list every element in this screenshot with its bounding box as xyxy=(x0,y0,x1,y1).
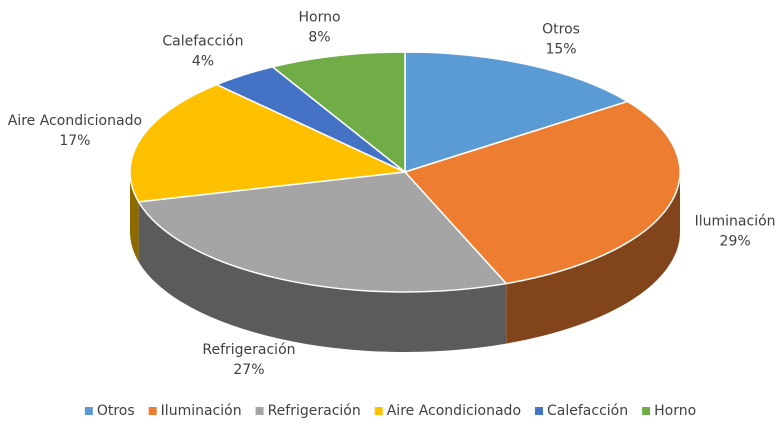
legend-label: Refrigeración xyxy=(268,403,361,419)
legend-swatch xyxy=(535,407,544,415)
legend-swatch xyxy=(642,407,651,415)
data-label-value: 27% xyxy=(233,362,264,378)
legend-swatch xyxy=(374,407,383,415)
pie-slice xyxy=(137,171,508,293)
data-label-name: Aire Acondicionado xyxy=(8,113,142,129)
data-label-value: 4% xyxy=(192,54,214,70)
data-label-name: Calefacción xyxy=(162,34,243,50)
data-label-value: 8% xyxy=(308,30,330,46)
data-label-value: 29% xyxy=(720,234,751,250)
data-label-name: Otros xyxy=(542,21,580,37)
legend: Otros Iluminación Refrigeración Aire Acondi… xyxy=(84,403,696,419)
pie-slice xyxy=(129,83,408,203)
data-label-value: 17% xyxy=(59,133,90,149)
legend-swatch xyxy=(255,407,264,415)
legend-swatch xyxy=(148,407,157,415)
data-label-name: Refrigeración xyxy=(202,342,295,358)
legend-swatch xyxy=(84,407,93,415)
pie-slice xyxy=(270,51,406,174)
pie-slice xyxy=(403,100,681,285)
pie-side xyxy=(506,172,680,344)
legend-label: Horno xyxy=(654,403,696,419)
legend-label: Otros xyxy=(97,403,135,419)
pie-side xyxy=(138,201,507,352)
legend-label: Calefacción xyxy=(547,403,628,419)
legend-label: Aire Acondicionado xyxy=(387,403,521,419)
data-label-name: Horno xyxy=(298,10,340,26)
legend-label: Iluminación xyxy=(161,403,242,419)
pie-slice xyxy=(404,51,630,174)
pie-side xyxy=(130,172,139,262)
data-label-name: Iluminación xyxy=(695,214,776,230)
data-label-value: 15% xyxy=(545,41,576,57)
